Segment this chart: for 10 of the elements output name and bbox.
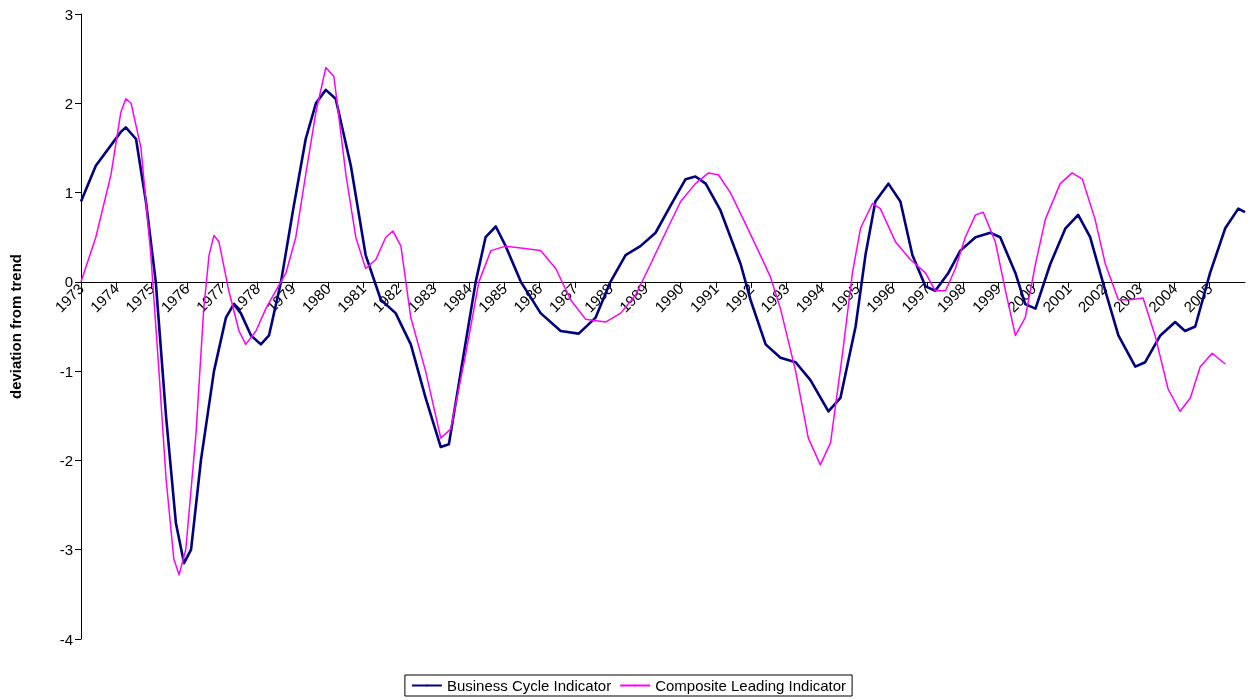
legend-label: Business Cycle Indicator <box>446 677 612 694</box>
legend-label: Composite Leading Indicator <box>655 677 847 694</box>
y-tick-label: 1 <box>64 184 73 202</box>
y-axis-title: deviation from trend <box>7 253 24 400</box>
y-tick-label: 3 <box>64 5 73 23</box>
y-tick-label: -2 <box>59 451 73 469</box>
y-tick-label: -3 <box>59 541 73 559</box>
y-tick-label: -1 <box>59 362 73 380</box>
y-tick-label: 2 <box>64 94 73 112</box>
y-tick-label: -4 <box>59 630 73 648</box>
